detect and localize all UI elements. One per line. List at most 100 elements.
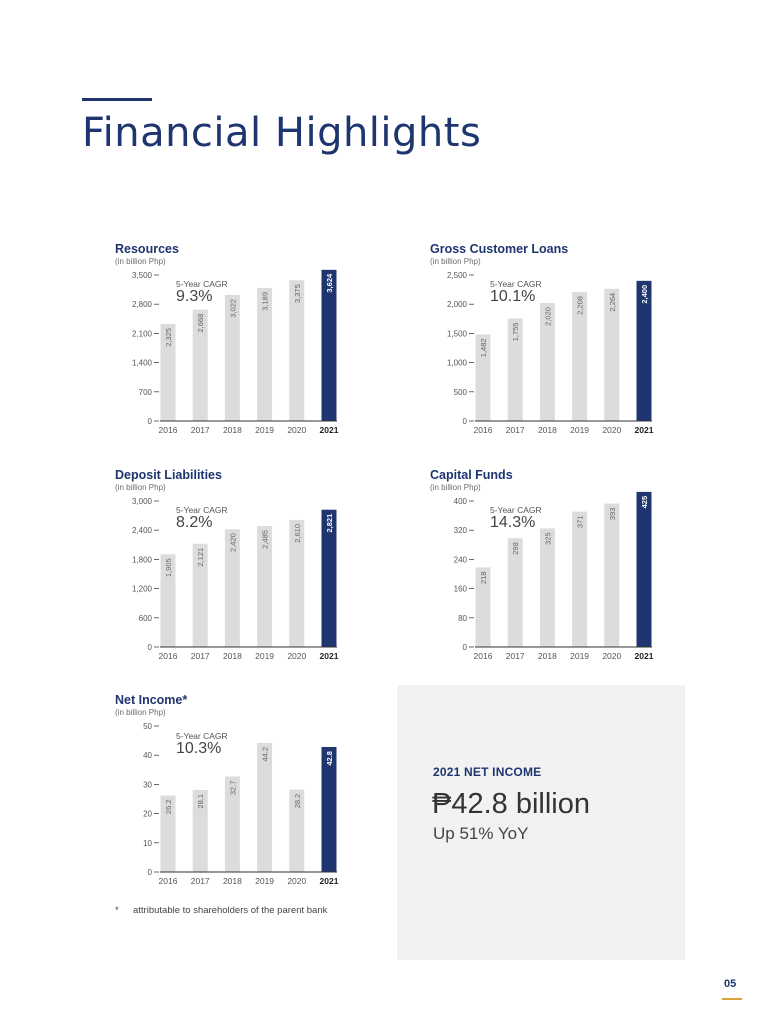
bar-value-label: 32.7 <box>228 781 237 796</box>
x-tick-label: 2020 <box>602 425 621 435</box>
y-tick-label: 3,000 <box>132 497 153 506</box>
chart-subtitle: (in billion Php) <box>115 708 166 717</box>
bar-value-label: 1,755 <box>511 323 520 342</box>
cagr-label: 5-Year CAGR <box>176 731 228 741</box>
cagr-label: 5-Year CAGR <box>176 279 228 289</box>
x-tick-label: 2019 <box>570 651 589 661</box>
bar-value-label: 2,208 <box>576 296 585 315</box>
bar <box>507 318 523 421</box>
cagr-value: 9.3% <box>176 288 213 305</box>
bar <box>160 324 176 421</box>
bar-highlight <box>321 269 337 421</box>
bar <box>539 528 555 647</box>
x-tick-label: 2016 <box>474 651 493 661</box>
bar <box>289 280 305 421</box>
y-tick-label: 0 <box>148 417 153 426</box>
bar-value-label: 3,022 <box>228 299 237 318</box>
net-income-chart: Net Income* (in billion Php) 5-Year CAGR… <box>115 693 355 893</box>
chart-subtitle: (in billion Php) <box>115 483 166 492</box>
cagr-label: 5-Year CAGR <box>490 279 542 289</box>
bar-value-label: 3,189 <box>261 292 270 311</box>
bar-value-label: 298 <box>511 542 520 555</box>
y-tick-label: 2,000 <box>447 300 468 309</box>
page-title: Financial Highlights <box>82 110 482 156</box>
cagr-value: 10.1% <box>490 288 536 305</box>
y-tick-label: 1,000 <box>447 359 468 368</box>
bar <box>475 567 491 647</box>
y-tick-label: 700 <box>139 388 153 397</box>
x-tick-label: 2020 <box>602 651 621 661</box>
x-tick-label: 2021 <box>635 651 654 661</box>
cagr-value: 8.2% <box>176 514 213 531</box>
deposit-liabilities-chart-plot: 0 600 1,200 1,800 2,400 3,000 1,905 2016 2,121 20… <box>132 497 339 661</box>
y-tick-label: 0 <box>148 643 153 652</box>
cagr-label: 5-Year CAGR <box>176 505 228 515</box>
gross-customer-loans-chart: Gross Customer Loans (in billion Php) 5-… <box>430 242 670 442</box>
x-tick-label: 2018 <box>538 425 557 435</box>
bar <box>192 543 208 647</box>
resources-chart-plot: 0 700 1,400 2,100 2,800 3,500 2,325 2016 2,668 20… <box>132 269 339 435</box>
bar <box>192 789 208 872</box>
bar-value-label: 218 <box>479 571 488 584</box>
bar-highlight <box>321 747 337 872</box>
bar-highlight <box>321 509 337 647</box>
bar-value-label: 2,020 <box>543 307 552 326</box>
bar-value-label: 2,610 <box>293 524 302 543</box>
x-tick-label: 2017 <box>506 651 525 661</box>
bar-value-label: 2,400 <box>640 285 649 304</box>
bar <box>257 526 273 647</box>
bar <box>507 538 523 647</box>
x-tick-label: 2016 <box>474 425 493 435</box>
bar-value-label: 2,325 <box>164 328 173 347</box>
x-tick-label: 2017 <box>191 876 210 886</box>
bar-value-label: 371 <box>576 516 585 529</box>
y-tick-label: 600 <box>139 614 153 623</box>
y-tick-label: 0 <box>463 643 468 652</box>
y-tick-label: 0 <box>148 868 153 877</box>
bar-value-label: 325 <box>543 532 552 545</box>
x-tick-label: 2019 <box>255 425 274 435</box>
bar <box>572 292 588 421</box>
footnote-text: attributable to shareholders of the pare… <box>133 905 328 916</box>
chart-title: Resources <box>115 242 179 256</box>
bar-value-label: 393 <box>608 508 617 521</box>
x-tick-label: 2018 <box>538 651 557 661</box>
title-accent-rule <box>82 98 152 101</box>
bar-value-label: 3,624 <box>325 273 334 293</box>
bar-value-label: 1,905 <box>164 558 173 577</box>
resources-chart: Resources (in billion Php) 5-Year CAGR 9… <box>115 242 355 442</box>
y-tick-label: 80 <box>458 614 467 623</box>
bar-value-label: 26.2 <box>164 799 173 814</box>
chart-title: Net Income* <box>115 693 188 707</box>
highlight-change: Up 51% YoY <box>433 824 529 843</box>
bar-value-label: 28.2 <box>293 794 302 809</box>
y-tick-label: 30 <box>143 780 152 789</box>
bar-value-label: 425 <box>640 496 649 509</box>
page-number: 05 <box>724 978 737 990</box>
bar <box>192 309 208 421</box>
y-tick-label: 240 <box>454 555 468 564</box>
chart-title: Capital Funds <box>430 468 513 482</box>
cagr-value: 10.3% <box>176 740 222 757</box>
bar-highlight <box>636 491 652 647</box>
net-income-highlight-panel: 2021 NET INCOME ₱42.8 billion Up 51% YoY <box>397 685 685 960</box>
x-tick-label: 2021 <box>320 651 339 661</box>
x-tick-label: 2016 <box>159 876 178 886</box>
x-tick-label: 2020 <box>287 876 306 886</box>
chart-subtitle: (in billion Php) <box>430 483 481 492</box>
x-tick-label: 2019 <box>255 876 274 886</box>
x-tick-label: 2019 <box>570 425 589 435</box>
bar-value-label: 44.2 <box>261 747 270 762</box>
y-tick-label: 1,400 <box>132 359 153 368</box>
bar-value-label: 3,375 <box>293 284 302 303</box>
y-tick-label: 3,500 <box>132 271 153 280</box>
y-tick-label: 1,800 <box>132 555 153 564</box>
page-number-rule <box>722 998 742 1000</box>
footnote-mark: * <box>115 905 119 916</box>
bar <box>475 334 491 421</box>
bar <box>604 288 620 421</box>
bar <box>224 776 240 872</box>
bar <box>224 294 240 421</box>
x-tick-label: 2017 <box>506 425 525 435</box>
bar <box>160 554 176 647</box>
